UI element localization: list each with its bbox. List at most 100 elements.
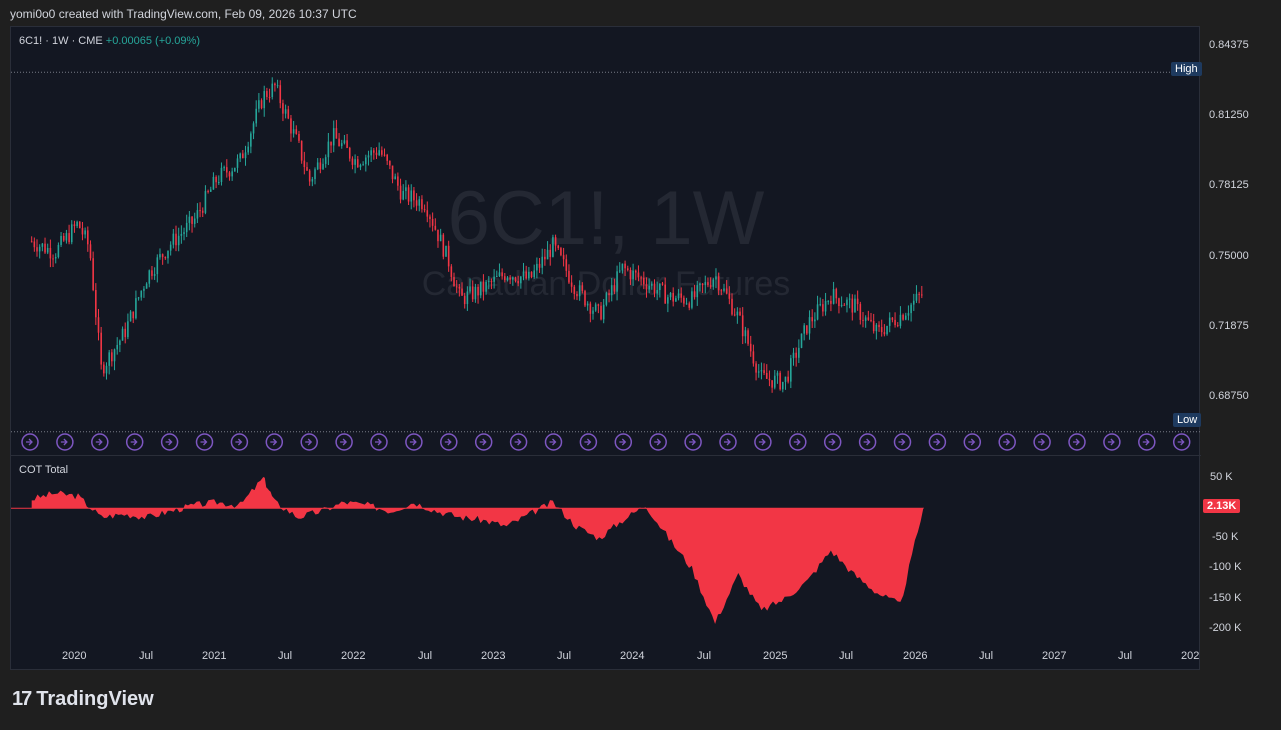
- price-candle[interactable]: [359, 163, 362, 171]
- price-candle[interactable]: [552, 234, 554, 258]
- price-candle[interactable]: [338, 133, 340, 147]
- event-marker-icon[interactable]: [998, 433, 1016, 451]
- price-candle[interactable]: [81, 221, 84, 241]
- price-panel[interactable]: 6C1!, 1W Canadian Dollar Futures 6C1! · …: [11, 27, 1201, 454]
- price-candle[interactable]: [701, 283, 704, 293]
- price-candle[interactable]: [151, 266, 153, 280]
- price-candle[interactable]: [196, 203, 199, 224]
- price-candle[interactable]: [806, 325, 808, 336]
- price-candle[interactable]: [509, 275, 511, 285]
- price-candle[interactable]: [383, 148, 386, 157]
- price-candle[interactable]: [57, 242, 60, 259]
- price-candle[interactable]: [322, 158, 324, 171]
- price-candle[interactable]: [284, 104, 287, 119]
- price-candle[interactable]: [413, 187, 415, 208]
- price-candle[interactable]: [300, 140, 303, 164]
- price-candle[interactable]: [429, 214, 431, 228]
- price-candle[interactable]: [808, 310, 811, 340]
- price-candle[interactable]: [52, 254, 54, 268]
- price-candle[interactable]: [38, 244, 41, 259]
- price-candle[interactable]: [266, 87, 268, 100]
- price-candle[interactable]: [880, 319, 883, 337]
- price-candle[interactable]: [33, 237, 36, 252]
- price-candle[interactable]: [573, 284, 576, 300]
- price-candle[interactable]: [803, 323, 805, 341]
- price-candle[interactable]: [87, 226, 89, 252]
- price-candle[interactable]: [816, 295, 819, 321]
- price-candle[interactable]: [618, 262, 621, 273]
- price-candle[interactable]: [626, 265, 629, 272]
- event-marker-icon[interactable]: [1033, 433, 1051, 451]
- price-candle[interactable]: [501, 268, 503, 280]
- price-candle[interactable]: [629, 267, 632, 286]
- price-candle[interactable]: [442, 233, 445, 260]
- price-candle[interactable]: [258, 93, 260, 113]
- cot-chart[interactable]: [11, 457, 1201, 642]
- price-candle[interactable]: [570, 275, 573, 293]
- event-marker-icon[interactable]: [1138, 433, 1156, 451]
- cot-title[interactable]: COT Total: [19, 464, 69, 476]
- price-candle[interactable]: [632, 263, 634, 286]
- price-candle[interactable]: [290, 115, 292, 142]
- price-candle[interactable]: [904, 312, 907, 321]
- price-candle[interactable]: [530, 271, 533, 279]
- price-candle[interactable]: [643, 271, 645, 290]
- price-candle[interactable]: [602, 299, 605, 324]
- price-candle[interactable]: [135, 290, 137, 320]
- symbol-legend[interactable]: 6C1! · 1W · CME +0.00065 (+0.09%): [19, 35, 200, 47]
- price-candle[interactable]: [896, 322, 899, 328]
- event-marker-icon[interactable]: [56, 433, 74, 451]
- price-candle[interactable]: [268, 88, 271, 103]
- chart-frame[interactable]: 6C1!, 1W Canadian Dollar Futures 6C1! · …: [10, 26, 1201, 670]
- price-candle[interactable]: [145, 282, 148, 289]
- price-candle[interactable]: [346, 133, 348, 149]
- price-candle[interactable]: [608, 289, 610, 303]
- price-candle[interactable]: [720, 288, 723, 296]
- price-candle[interactable]: [397, 172, 399, 191]
- price-candle[interactable]: [859, 301, 862, 325]
- event-marker-icon[interactable]: [579, 433, 598, 451]
- price-candle[interactable]: [287, 105, 290, 120]
- price-candle[interactable]: [292, 120, 295, 138]
- price-candle[interactable]: [616, 265, 618, 301]
- price-candle[interactable]: [44, 237, 46, 254]
- price-candle[interactable]: [600, 301, 602, 321]
- event-marker-icon[interactable]: [370, 433, 388, 451]
- price-candle[interactable]: [736, 307, 739, 324]
- price-candle[interactable]: [755, 361, 757, 381]
- price-candle[interactable]: [271, 77, 274, 100]
- price-candle[interactable]: [274, 82, 276, 92]
- price-candle[interactable]: [544, 248, 546, 266]
- price-candle[interactable]: [538, 257, 541, 273]
- price-candle[interactable]: [918, 291, 920, 304]
- price-candle[interactable]: [578, 280, 581, 301]
- price-candle[interactable]: [97, 308, 100, 341]
- price-candle[interactable]: [864, 315, 867, 328]
- price-candle[interactable]: [776, 370, 779, 384]
- price-candle[interactable]: [728, 286, 731, 305]
- price-candle[interactable]: [239, 152, 241, 163]
- price-candle[interactable]: [242, 150, 244, 159]
- price-candle[interactable]: [541, 248, 544, 275]
- price-candle[interactable]: [589, 301, 592, 323]
- price-candle[interactable]: [717, 272, 720, 296]
- price-candle[interactable]: [576, 291, 578, 301]
- price-candle[interactable]: [469, 278, 471, 294]
- price-candle[interactable]: [891, 317, 894, 323]
- price-candle[interactable]: [843, 303, 846, 306]
- price-candle[interactable]: [204, 185, 207, 215]
- event-marker-icon[interactable]: [963, 433, 982, 451]
- price-candle[interactable]: [54, 253, 57, 264]
- price-candle[interactable]: [103, 361, 105, 377]
- price-candle[interactable]: [688, 301, 691, 311]
- event-marker-icon[interactable]: [823, 433, 842, 451]
- price-candle[interactable]: [560, 246, 562, 257]
- price-candle[interactable]: [653, 279, 656, 298]
- price-candle[interactable]: [143, 286, 145, 298]
- event-marker-icon[interactable]: [789, 433, 807, 451]
- price-candle[interactable]: [520, 275, 522, 289]
- price-candle[interactable]: [46, 243, 49, 255]
- price-candle[interactable]: [586, 301, 589, 311]
- event-marker-icon[interactable]: [614, 433, 633, 451]
- price-candle[interactable]: [255, 100, 258, 127]
